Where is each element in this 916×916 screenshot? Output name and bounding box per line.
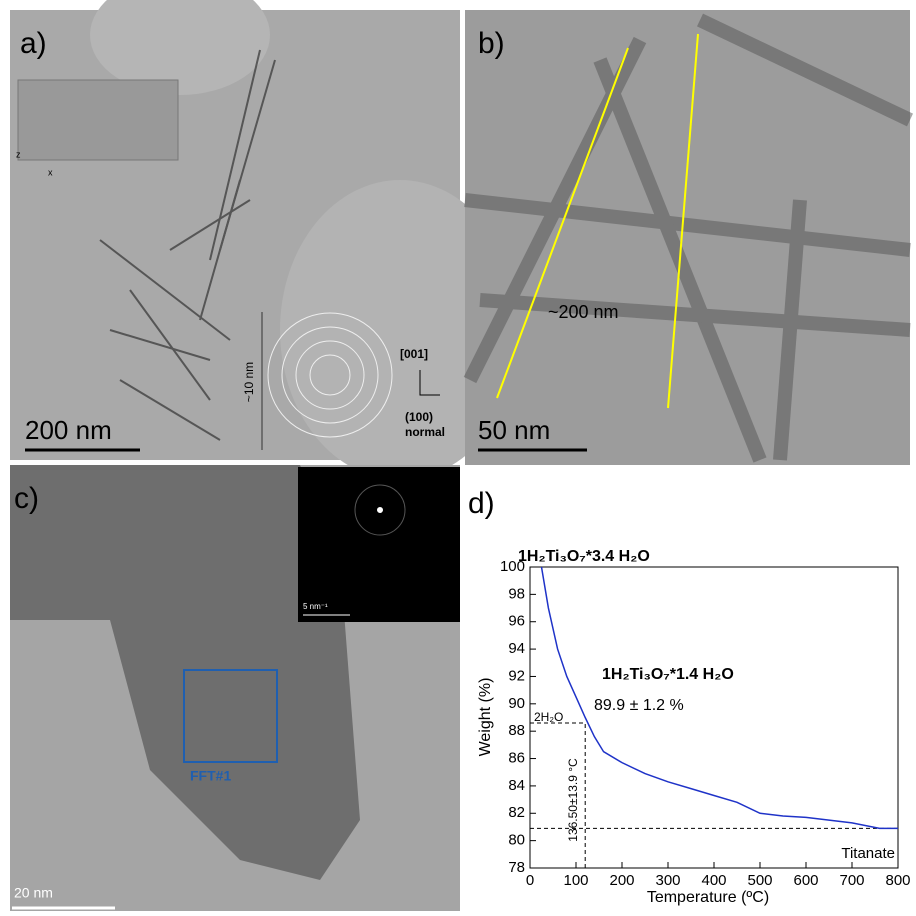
y-tick-label: 98 [508,585,525,602]
y-tick-label: 80 [508,832,525,849]
scale-label: 20 nm [14,885,53,901]
scale-label: 50 nm [478,415,550,445]
weight-curve [540,566,898,830]
x-tick-label: 100 [563,872,588,889]
y-tick-label: 82 [508,804,525,821]
x-tick-label: 500 [747,872,772,889]
nanotubes [463,13,914,463]
x-axis-title: Temperature (ºC) [647,889,769,906]
x-tick-label: 700 [839,872,864,889]
y-tick-label: 90 [508,695,525,712]
y-tick-label: 100 [500,558,525,575]
panel-label: d) [468,487,495,520]
x-tick-label: 200 [609,872,634,889]
length-arrows [496,33,699,409]
fft-spot [377,507,383,513]
x-tick-label: 400 [701,872,726,889]
y-tick-label: 84 [508,777,525,794]
spiral [267,312,393,438]
panel-label: a) [20,27,47,60]
scale-label: 200 nm [25,415,112,445]
annotation: 89.9 ± 1.2 % [594,697,684,714]
panel-label: b) [478,27,505,60]
y-tick-label: 88 [508,722,525,739]
annotation: Titanate [841,845,895,862]
box-label: FFT#1 [190,768,231,784]
y-tick-label: 92 [508,667,525,684]
y-tick-label: 94 [508,640,525,657]
x-tick-label: 800 [885,872,910,889]
hole [90,0,270,95]
annotation: 1H₂Ti₃O₇*3.4 H₂O [518,548,650,565]
direction-arrows [419,370,440,396]
x-tick-label: 0 [526,872,534,889]
annotation: 136.50±13.9 °C [566,758,580,842]
fft-inset [298,467,460,622]
axis-label: z [16,149,21,159]
annotation: 2H₂O [534,710,563,724]
y-tick-label: 86 [508,750,525,767]
inset-scale-label: 5 nm⁻¹ [303,602,328,611]
hole [280,180,520,480]
y-tick-label: 96 [508,613,525,630]
direction-label: (100) [405,410,433,424]
annotation: 1H₂Ti₃O₇*1.4 H₂O [602,666,734,683]
direction-note: normal [405,425,445,439]
fft-ring [354,484,406,536]
panel-label: c) [14,482,39,515]
length-label: ~200 nm [548,302,619,322]
nanotubes [99,49,276,441]
x-tick-label: 300 [655,872,680,889]
direction-label: [001] [400,347,428,361]
y-axis-title: Weight (%) [477,678,494,757]
axis-label: x [48,167,53,177]
x-tick-label: 600 [793,872,818,889]
crystal-inset [17,79,179,161]
height-label: ~10 nm [242,362,256,402]
y-tick-label: 78 [508,859,525,876]
fft-box [183,669,278,763]
